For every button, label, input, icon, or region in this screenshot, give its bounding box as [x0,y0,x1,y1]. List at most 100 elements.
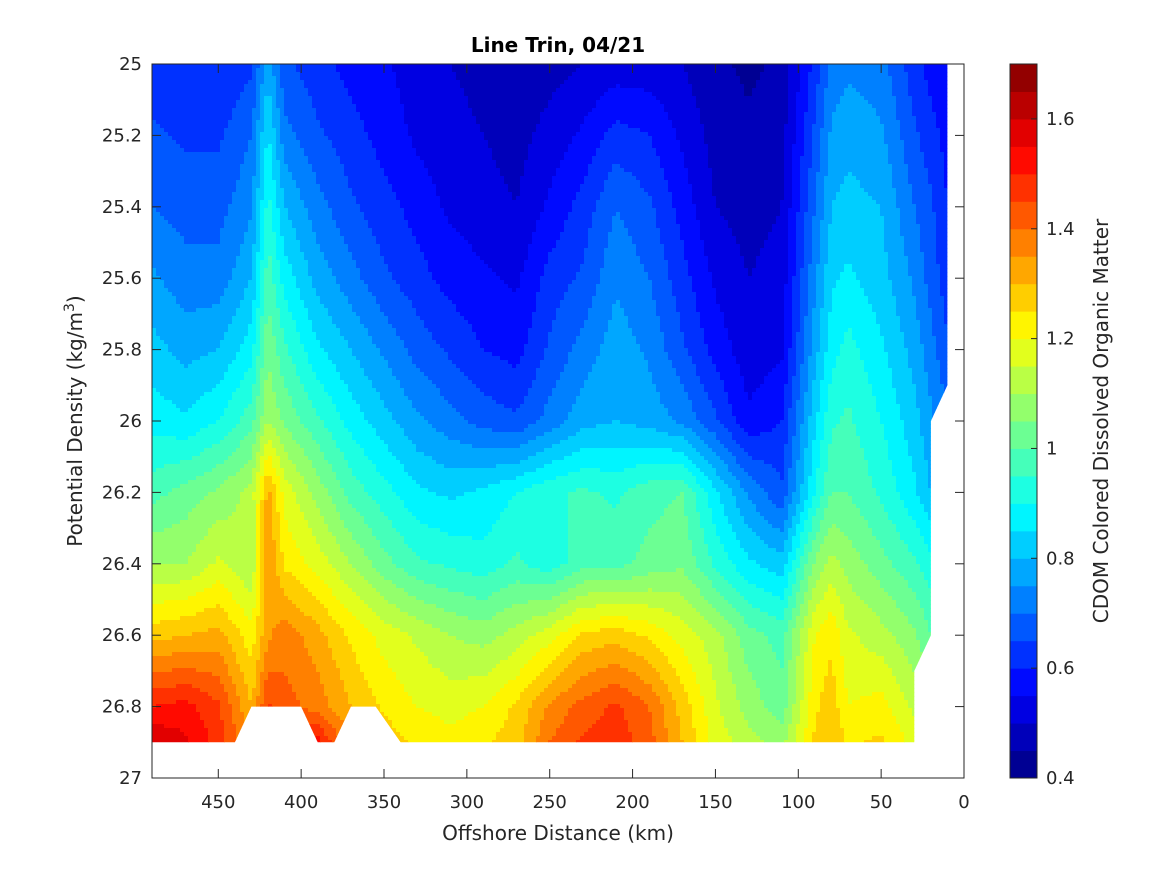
contour-cell [844,656,885,661]
contour-cell [676,220,701,225]
contour-cell [800,488,809,493]
contour-cell [408,132,485,137]
contour-cell [708,476,721,481]
contour-cell [848,624,885,629]
contour-cell [260,324,265,329]
contour-cell [260,600,265,605]
contour-cell [284,500,297,505]
contour-cell [812,312,821,317]
contour-cell [808,608,817,613]
contour-cell [240,440,257,445]
contour-cell [604,644,621,649]
contour-cell [648,572,685,577]
contour-cell [736,564,761,569]
contour-cell [928,468,941,473]
contour-cell [808,648,813,653]
contour-cell [688,392,709,397]
contour-cell [656,208,677,213]
contour-cell [328,492,345,497]
contour-cell [256,596,261,601]
contour-cell [716,292,785,297]
contour-cell [440,528,493,533]
contour-cell [608,324,629,329]
contour-cell [560,632,581,637]
contour-cell [788,244,797,249]
contour-cell [540,648,565,653]
contour-cell [632,560,697,565]
contour-cell [808,576,821,581]
contour-cell [832,200,877,205]
contour-cell [796,568,805,573]
contour-cell [556,656,577,661]
contour-cell [604,340,637,345]
contour-cell [920,640,933,645]
contour-cell [928,472,941,477]
contour-cell [656,520,689,525]
contour-cell [772,500,785,505]
contour-cell [152,616,181,621]
contour-cell [152,600,165,605]
contour-cell [676,368,697,373]
contour-cell [336,276,361,281]
contour-cell [404,292,445,297]
contour-cell [288,352,309,357]
contour-cell [400,532,449,537]
contour-cell [812,452,821,457]
contour-cell [736,536,761,541]
contour-cell [820,160,829,165]
contour-cell [624,468,689,473]
contour-cell [924,164,945,169]
contour-cell [792,592,797,597]
contour-cell [572,660,649,665]
contour-cell [360,408,389,413]
contour-cell [804,520,813,525]
contour-cell [312,368,337,373]
contour-cell [784,588,793,593]
contour-cell [908,448,925,453]
contour-cell [260,460,265,465]
contour-cell [152,156,245,161]
contour-cell [220,148,249,153]
contour-cell [672,192,693,197]
contour-cell [780,360,789,365]
contour-cell [904,432,921,437]
contour-cell [340,156,377,161]
contour-cell [700,588,717,593]
contour-cell [800,84,809,89]
contour-cell [152,504,197,509]
contour-cell [936,224,948,229]
contour-cell [820,236,829,241]
contour-cell [528,252,549,257]
contour-cell [364,280,397,285]
contour-cell [508,500,569,505]
contour-cell [816,512,825,517]
contour-cell [192,552,257,557]
contour-cell [260,168,265,173]
contour-cell [656,644,681,649]
contour-cell [284,284,297,289]
contour-cell [304,584,329,589]
contour-cell [288,308,309,313]
contour-cell [888,360,909,365]
contour-cell [816,176,825,181]
contour-cell [620,212,657,217]
contour-cell [872,608,901,613]
contour-cell [828,404,877,409]
contour-cell [720,540,741,545]
contour-cell [532,132,577,137]
contour-cell [812,148,821,153]
contour-cell [920,328,933,333]
contour-cell [260,352,265,357]
contour-cell [288,524,309,529]
contour-cell [708,656,729,661]
contour-cell [252,244,261,249]
contour-cell [788,280,793,285]
contour-cell [804,400,813,405]
contour-cell [260,580,265,585]
contour-cell [260,532,265,537]
contour-cell [792,376,801,381]
contour-cell [696,204,717,209]
contour-cell [272,160,281,165]
contour-cell [260,528,265,533]
contour-cell [388,364,417,369]
